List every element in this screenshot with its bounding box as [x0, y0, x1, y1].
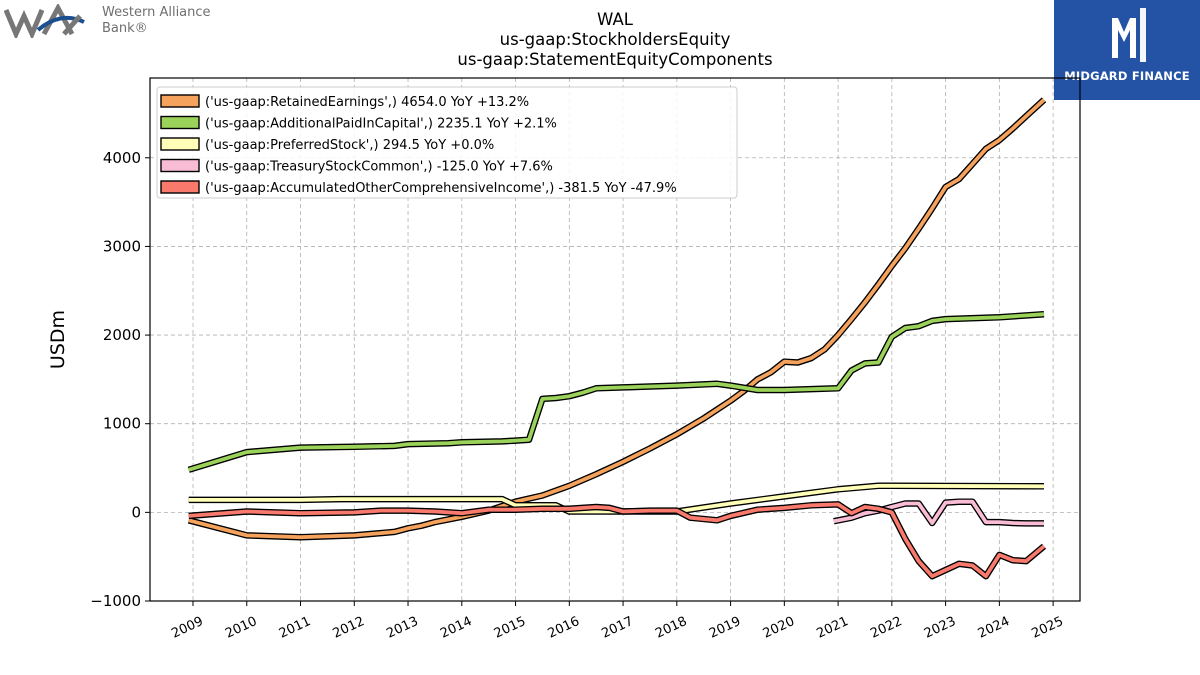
legend-swatch	[160, 115, 200, 130]
x-tick-label: 2012	[331, 614, 367, 642]
x-tick-label: 2015	[492, 614, 528, 642]
series-line-4	[188, 502, 1046, 579]
y-tick-label: 0	[131, 503, 141, 521]
x-tick-label: 2010	[223, 614, 259, 642]
x-tick-label: 2021	[814, 614, 850, 642]
chart-title: WAL	[597, 10, 633, 29]
chart-titles: WAL us-gaap:StockholdersEquity us-gaap:S…	[415, 10, 815, 70]
x-tick-label: 2014	[438, 614, 474, 642]
legend-swatch	[160, 158, 200, 173]
x-tick-label: 2013	[384, 614, 420, 642]
x-tick-label: 2011	[277, 614, 313, 642]
legend-entry: ('us-gaap:TreasuryStockCommon',) -125.0 …	[205, 160, 553, 175]
x-tick-label: 2018	[653, 614, 689, 642]
plot-frame	[149, 77, 1081, 602]
legend-box	[156, 86, 738, 199]
brand-name: MIDGARD FINANCE	[1064, 69, 1190, 83]
western-alliance-logo: Western Alliance Bank®	[3, 2, 224, 41]
x-tick-label: 2024	[976, 614, 1012, 642]
x-tick-label: 2009	[169, 614, 205, 642]
wa-logo-icon	[3, 2, 85, 41]
chart-subtitle-1: us-gaap:StockholdersEquity	[499, 30, 731, 49]
legend-entry: ('us-gaap:RetainedEarnings',) 4654.0 YoY…	[205, 95, 529, 110]
y-tick-label: 4000	[103, 149, 141, 167]
x-tick-label: 2025	[1029, 614, 1065, 642]
series-line-1	[188, 312, 1045, 472]
y-tick-label: 3000	[103, 237, 141, 255]
chart-subtitle-2: us-gaap:StatementEquityComponents	[457, 50, 773, 69]
x-tick-label: 2019	[707, 614, 743, 642]
x-tick-label: 2022	[868, 614, 904, 642]
legend-entry: ('us-gaap:AccumulatedOtherComprehensiveI…	[205, 181, 677, 196]
legend-swatch	[160, 94, 200, 108]
legend-entry: ('us-gaap:PreferredStock',) 294.5 YoY +0…	[205, 138, 494, 153]
legend: ('us-gaap:RetainedEarnings',) 4654.0 YoY…	[156, 86, 738, 199]
series-outline-4	[188, 501, 1047, 580]
x-tick-label: 2017	[599, 614, 635, 642]
y-tick-label: 1000	[103, 415, 141, 433]
legend-swatch	[160, 180, 200, 194]
midgard-logo-icon	[1112, 8, 1146, 62]
y-tick-label: −1000	[90, 592, 141, 610]
legend-swatch	[160, 137, 200, 151]
midgard-finance-logo: MIDGARD FINANCE	[1054, 0, 1200, 100]
logo-line2: Bank®	[102, 21, 148, 36]
series-layer	[187, 97, 1047, 580]
legend-entry: ('us-gaap:AdditionalPaidInCapital',) 223…	[205, 117, 557, 132]
x-tick-label: 2020	[761, 614, 797, 642]
x-tick-label: 2016	[546, 614, 582, 642]
series-line-3	[833, 499, 1044, 526]
y-tick-label: 2000	[103, 326, 141, 344]
logo-line1: Western Alliance	[102, 5, 211, 20]
series-line-0	[188, 98, 1046, 540]
x-tick-label: 2023	[922, 614, 958, 642]
y-axis-label: USDm	[47, 310, 69, 369]
